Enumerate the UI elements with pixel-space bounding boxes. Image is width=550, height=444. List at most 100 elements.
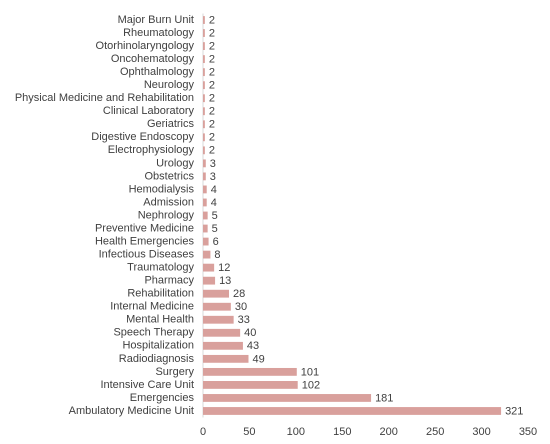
y-tick-label: Pharmacy bbox=[144, 275, 194, 287]
bar bbox=[203, 133, 205, 142]
bar bbox=[203, 302, 231, 311]
y-tick-label: Ophthalmology bbox=[120, 66, 194, 78]
data-label: 2 bbox=[209, 93, 215, 105]
y-tick-label: Clinical Laboratory bbox=[103, 105, 195, 117]
bar bbox=[203, 29, 205, 37]
bar bbox=[203, 81, 205, 90]
y-tick-label: Hospitalization bbox=[122, 340, 194, 352]
y-tick-label: Admission bbox=[143, 196, 194, 208]
data-label: 2 bbox=[209, 106, 215, 118]
data-label: 181 bbox=[375, 392, 393, 404]
bar bbox=[203, 407, 502, 415]
data-label: 321 bbox=[505, 405, 523, 417]
y-tick-label: Surgery bbox=[155, 366, 194, 378]
bar bbox=[203, 289, 229, 298]
data-label: 2 bbox=[209, 67, 215, 79]
bar bbox=[203, 224, 208, 233]
data-label: 2 bbox=[209, 54, 215, 66]
data-label: 28 bbox=[233, 288, 245, 300]
data-label: 43 bbox=[247, 340, 259, 352]
bar bbox=[203, 328, 241, 337]
x-tick-label: 300 bbox=[472, 426, 490, 438]
y-tick-label: Preventive Medicine bbox=[95, 222, 194, 234]
y-tick-label: Intensive Care Unit bbox=[100, 379, 194, 391]
x-tick-label: 100 bbox=[287, 426, 305, 438]
y-tick-label: Health Emergencies bbox=[95, 235, 195, 247]
data-label: 33 bbox=[238, 314, 250, 326]
data-label: 5 bbox=[212, 210, 218, 222]
data-label: 6 bbox=[213, 236, 219, 248]
data-label: 2 bbox=[209, 80, 215, 92]
bar bbox=[203, 394, 372, 402]
data-label: 2 bbox=[209, 145, 215, 157]
y-tick-label: Infectious Diseases bbox=[99, 249, 195, 261]
bar bbox=[203, 94, 205, 103]
y-tick-label: Rheumatology bbox=[123, 27, 194, 39]
data-label: 3 bbox=[210, 171, 216, 183]
x-tick-label: 350 bbox=[519, 426, 537, 438]
x-tick-label: 250 bbox=[426, 426, 444, 438]
data-label: 13 bbox=[219, 275, 231, 287]
bar bbox=[203, 276, 216, 285]
data-label: 102 bbox=[302, 379, 320, 391]
y-tick-label: Oncohematology bbox=[111, 53, 195, 65]
bar bbox=[203, 263, 215, 272]
y-tick-label: Otorhinolaryngology bbox=[96, 40, 195, 52]
data-label: 40 bbox=[244, 327, 256, 339]
bar bbox=[203, 367, 297, 376]
y-tick-label: Ambulatory Medicine Unit bbox=[69, 405, 194, 417]
bar bbox=[203, 198, 207, 207]
y-tick-label: Obstetrics bbox=[144, 170, 194, 182]
bar bbox=[203, 341, 243, 350]
y-tick-label: Hemodialysis bbox=[129, 183, 195, 195]
data-label: 2 bbox=[209, 119, 215, 131]
y-tick-label: Physical Medicine and Rehabilitation bbox=[15, 92, 194, 104]
bar bbox=[203, 159, 206, 168]
bar bbox=[203, 146, 205, 155]
bar bbox=[203, 354, 249, 363]
bar bbox=[203, 16, 205, 24]
data-label: 30 bbox=[235, 301, 247, 313]
data-label: 3 bbox=[210, 158, 216, 170]
bar bbox=[203, 120, 205, 129]
bar bbox=[203, 107, 205, 116]
data-label: 5 bbox=[212, 223, 218, 235]
y-tick-label: Internal Medicine bbox=[110, 301, 194, 313]
data-label: 8 bbox=[214, 249, 220, 261]
bar bbox=[203, 237, 209, 246]
bar bbox=[203, 250, 211, 259]
y-tick-label: Emergencies bbox=[130, 392, 195, 404]
data-label: 2 bbox=[209, 27, 215, 39]
y-tick-label: Radiodiagnosis bbox=[119, 353, 195, 365]
data-label: 4 bbox=[211, 184, 217, 196]
y-tick-label: Mental Health bbox=[126, 314, 194, 326]
data-label: 101 bbox=[301, 366, 319, 378]
x-tick-label: 50 bbox=[243, 426, 255, 438]
y-tick-label: Speech Therapy bbox=[113, 327, 194, 339]
data-label: 12 bbox=[218, 262, 230, 274]
y-tick-label: Geriatrics bbox=[147, 118, 195, 130]
bar bbox=[203, 315, 234, 324]
x-tick-label: 200 bbox=[380, 426, 398, 438]
y-tick-label: Urology bbox=[156, 157, 194, 169]
x-tick-label: 0 bbox=[200, 426, 206, 438]
data-label: 4 bbox=[211, 197, 217, 209]
data-label: 2 bbox=[209, 132, 215, 144]
y-tick-label: Digestive Endoscopy bbox=[91, 131, 194, 143]
bar bbox=[203, 211, 208, 220]
bar bbox=[203, 55, 205, 64]
y-tick-label: Electrophysiology bbox=[108, 144, 195, 156]
y-tick-label: Traumatology bbox=[127, 262, 194, 274]
y-tick-label: Major Burn Unit bbox=[118, 14, 194, 26]
x-tick-label: 150 bbox=[333, 426, 351, 438]
data-label: 2 bbox=[209, 14, 215, 26]
bar bbox=[203, 185, 207, 194]
bar bbox=[203, 172, 206, 181]
bar bbox=[203, 68, 205, 77]
y-tick-label: Nephrology bbox=[138, 209, 195, 221]
data-label: 49 bbox=[253, 353, 265, 365]
y-tick-label: Neurology bbox=[144, 79, 195, 91]
data-label: 2 bbox=[209, 40, 215, 52]
y-tick-label: Rehabilitation bbox=[127, 288, 194, 300]
